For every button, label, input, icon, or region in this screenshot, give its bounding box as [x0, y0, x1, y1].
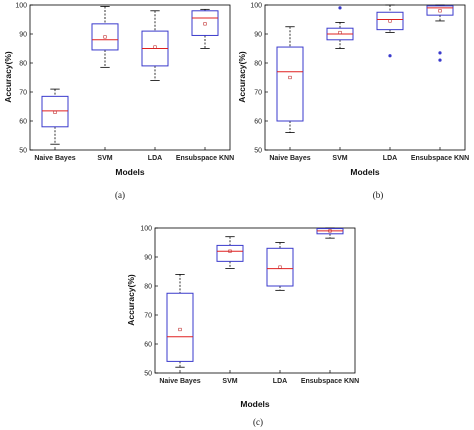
y-tick-label-c-100: 100 [140, 226, 152, 233]
box-c-lda [266, 247, 294, 287]
y-tick-label-b-80: 80 [254, 61, 262, 68]
x-tick-label-a-ensubspace-knn: Ensubspace KNN [176, 155, 234, 162]
mean-marker-b-ensubspace-knn [438, 9, 442, 13]
mean-marker-c-lda [278, 265, 282, 269]
plot-frame-a [29, 4, 231, 151]
mean-marker-a-naive-bayes [53, 110, 57, 114]
caption-a: (a) [115, 190, 125, 200]
y-axis-label-a: Accuracy(%) [3, 51, 13, 103]
y-tick-label-c-70: 70 [144, 313, 152, 320]
x-tick-label-a-lda: LDA [148, 155, 162, 162]
outlier-b-ensubspace-knn-0 [438, 51, 442, 55]
caption-b: (b) [373, 190, 384, 200]
x-axis-label-a: Models [115, 167, 145, 177]
y-tick-label-a-100: 100 [15, 3, 27, 10]
x-tick-label-b-ensubspace-knn: Ensubspace KNN [411, 155, 469, 162]
plot-frame-c [154, 227, 356, 374]
y-tick-label-b-60: 60 [254, 119, 262, 126]
mean-marker-a-lda [153, 45, 157, 49]
y-tick-label-b-90: 90 [254, 32, 262, 39]
mean-marker-a-ensubspace-knn [203, 22, 207, 26]
y-tick-label-a-70: 70 [19, 90, 27, 97]
x-tick-label-c-lda: LDA [273, 378, 287, 385]
y-tick-label-c-60: 60 [144, 342, 152, 349]
y-tick-label-b-100: 100 [250, 3, 262, 10]
y-tick-label-c-80: 80 [144, 284, 152, 291]
mean-marker-c-ensubspace-knn [328, 229, 332, 233]
y-axis-label-c: Accuracy(%) [126, 274, 136, 326]
outlier-b-lda-0 [388, 54, 392, 58]
y-tick-label-c-90: 90 [144, 255, 152, 262]
y-tick-label-a-90: 90 [19, 32, 27, 39]
x-axis-label-c: Models [240, 399, 270, 409]
y-tick-label-b-50: 50 [254, 148, 262, 155]
mean-marker-b-naive-bayes [288, 75, 292, 80]
x-tick-label-b-svm: SVM [332, 155, 347, 162]
plot-frame-b [264, 4, 466, 151]
x-tick-label-b-lda: LDA [383, 155, 397, 162]
box-a-ensubspace-knn [191, 10, 219, 36]
outlier-b-svm-0 [338, 6, 342, 10]
mean-marker-c-svm [228, 249, 232, 253]
box-a-svm [91, 23, 119, 51]
mean-marker-a-svm [103, 35, 107, 39]
y-tick-label-a-50: 50 [19, 148, 27, 155]
y-axis-label-b: Accuracy(%) [237, 51, 247, 103]
box-a-naive-bayes [41, 95, 69, 128]
x-tick-label-a-naive-bayes: Naive Bayes [34, 155, 75, 162]
outlier-b-ensubspace-knn-1 [438, 58, 442, 62]
box-c-svm [216, 244, 244, 262]
y-tick-label-a-80: 80 [19, 61, 27, 68]
x-tick-label-c-svm: SVM [222, 378, 237, 385]
x-axis-label-b: Models [350, 167, 380, 177]
x-tick-label-c-naive-bayes: Naive Bayes [159, 378, 200, 385]
mean-marker-b-lda [388, 19, 392, 23]
box-b-ensubspace-knn [426, 5, 454, 16]
chart-panel-c: 50 60 70 80 90 100 Naive Bayes SVM LDA Ensubspace… [126, 226, 359, 428]
box-c-naive-bayes [166, 292, 194, 362]
chart-panel-a: 50 60 70 80 90 100 Naive Bayes SVM LDA Ensubspace… [3, 3, 234, 201]
box-b-lda [376, 11, 404, 31]
y-tick-label-b-70: 70 [254, 90, 262, 97]
mean-marker-c-naive-bayes [178, 327, 182, 332]
box-marks-c: 50 60 70 80 90 100 Naive Bayes SVM LDA Ensubspace… [140, 226, 359, 386]
chart-panel-b: 50 60 70 80 90 100 Naive Bayes SVM LDA Ensubspace… [237, 3, 469, 201]
box-b-naive-bayes [276, 46, 304, 122]
y-tick-label-a-60: 60 [19, 119, 27, 126]
x-tick-label-b-naive-bayes: Naive Bayes [269, 155, 310, 162]
y-tick-label-c-50: 50 [144, 371, 152, 378]
box-marks-b: 50 60 70 80 90 100 Naive Bayes SVM LDA Ensubspace… [250, 3, 469, 163]
mean-marker-b-svm [338, 30, 342, 35]
caption-c: (c) [253, 417, 263, 427]
x-tick-label-a-svm: SVM [97, 155, 112, 162]
box-marks-a: 50 60 70 80 90 100 Naive Bayes SVM LDA Ensubspace… [15, 3, 234, 163]
x-tick-label-c-ensubspace-knn: Ensubspace KNN [301, 378, 359, 385]
